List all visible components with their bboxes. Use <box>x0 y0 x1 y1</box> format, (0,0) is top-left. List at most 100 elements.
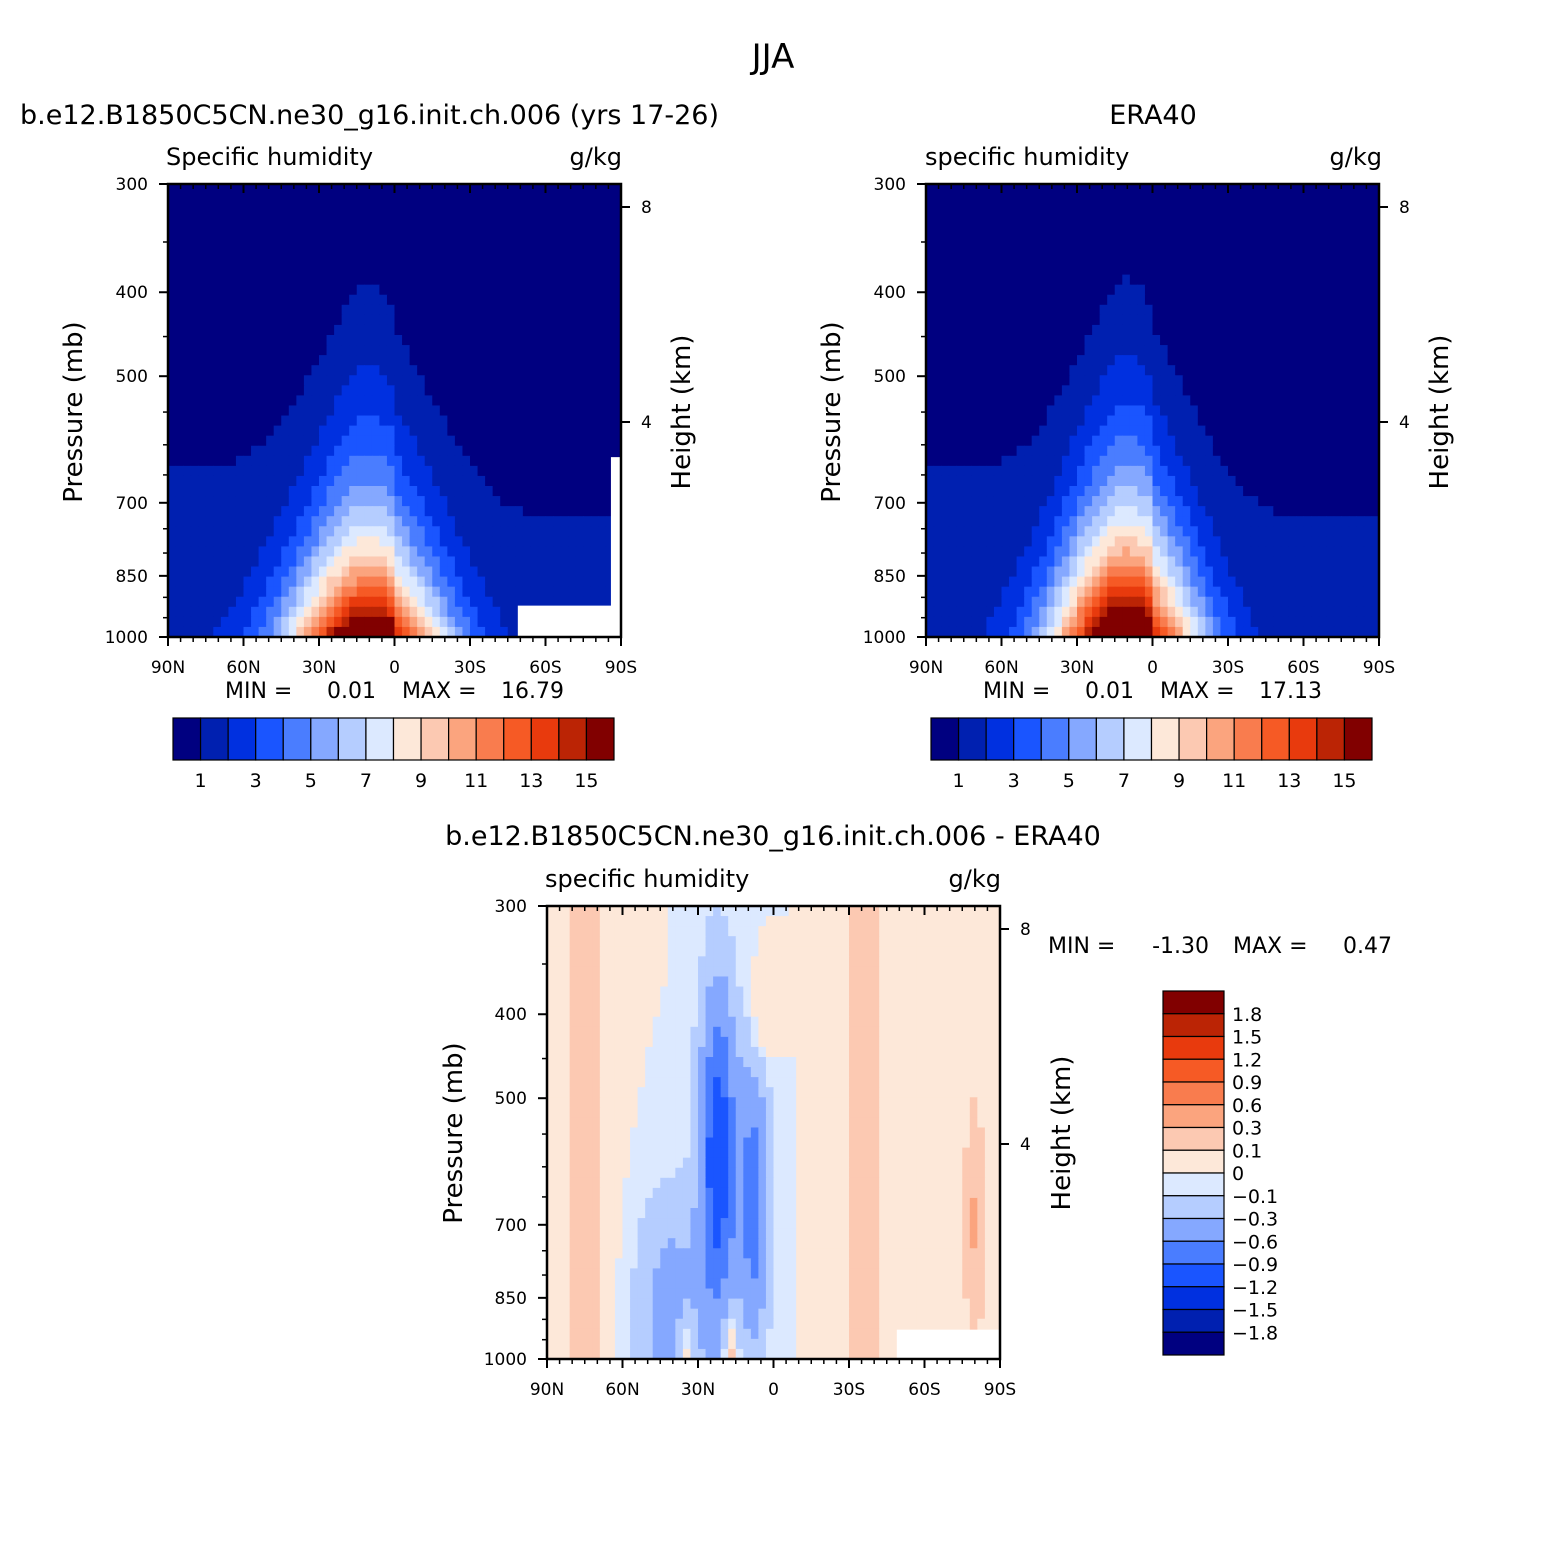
field-cell <box>1318 335 1327 346</box>
field-cell <box>356 304 365 316</box>
field-cell <box>1356 435 1365 447</box>
field-cell <box>1039 385 1048 396</box>
field-cell <box>454 224 464 235</box>
field-cell <box>537 304 547 316</box>
field-cell <box>1046 425 1055 437</box>
field-cell <box>1356 214 1365 225</box>
field-cell <box>1235 405 1244 417</box>
field-cell <box>1077 465 1086 477</box>
field-cell <box>228 335 237 346</box>
field-cell <box>235 184 245 195</box>
field-cell <box>417 556 426 568</box>
field-cell <box>1069 415 1078 427</box>
field-cell <box>926 274 935 286</box>
field-cell <box>432 415 441 427</box>
field-cell <box>168 204 177 215</box>
field-cell <box>613 234 622 245</box>
field-cell <box>1295 194 1305 205</box>
field-cell <box>583 375 592 386</box>
field-cell <box>553 405 562 417</box>
field-cell <box>183 234 192 245</box>
field-cell <box>1099 274 1108 286</box>
field-cell <box>1129 184 1138 195</box>
field-cell <box>1031 435 1040 447</box>
field-cell <box>568 345 577 356</box>
field-cell <box>1039 324 1048 336</box>
field-cell <box>1341 425 1350 437</box>
field-cell <box>545 184 554 195</box>
field-cell <box>1356 486 1365 497</box>
field-cell <box>417 496 426 507</box>
field-cell <box>379 234 388 245</box>
field-cell <box>424 345 433 356</box>
field-cell <box>258 284 267 296</box>
field-cell <box>190 184 199 195</box>
field-cell <box>492 234 501 245</box>
field-cell <box>993 355 1003 366</box>
panel-era40: ERA40 specific humidity g/kg 90N 60N 30N 0 3… <box>817 100 1455 792</box>
field-cell <box>190 556 199 568</box>
field-cell <box>326 234 335 245</box>
field-cell <box>1326 234 1335 245</box>
field-cell <box>1356 405 1365 417</box>
field-cell <box>394 365 403 376</box>
field-cell <box>1273 445 1282 457</box>
field-cell <box>492 335 501 346</box>
field-cell <box>1295 224 1305 235</box>
field-cell <box>175 405 184 417</box>
field-cell <box>993 506 1003 517</box>
field-cell <box>1039 214 1048 225</box>
field-cell <box>1333 345 1342 356</box>
field-cell <box>1031 475 1040 487</box>
field-cell <box>1152 224 1161 235</box>
field-cell <box>402 365 411 376</box>
field-cell <box>470 576 479 588</box>
field-cell <box>1061 536 1071 547</box>
field-cell <box>235 254 245 266</box>
field-cell <box>258 304 267 316</box>
field-cell <box>205 455 214 467</box>
field-cell <box>948 455 957 467</box>
field-cell <box>598 204 607 215</box>
field-cell <box>356 596 365 608</box>
field-cell <box>500 576 509 588</box>
field-cell <box>349 375 358 386</box>
field-cell <box>1235 345 1244 356</box>
field-cell <box>198 435 207 447</box>
field-cell <box>243 566 252 578</box>
field-cell <box>1348 194 1357 205</box>
field-cell <box>477 214 486 225</box>
field-cell <box>364 415 373 427</box>
field-cell <box>926 184 935 195</box>
field-cell <box>1288 335 1297 346</box>
field-cell <box>409 546 418 558</box>
field-cell <box>470 335 479 346</box>
field-cell <box>941 304 950 316</box>
field-cell <box>948 244 957 256</box>
field-cell <box>1122 435 1131 447</box>
field-cell <box>1009 254 1018 266</box>
field-cell <box>235 264 245 276</box>
field-cell <box>183 435 192 447</box>
field-cell <box>251 365 260 376</box>
field-cell <box>1084 234 1093 245</box>
field-cell <box>417 465 426 477</box>
field-cell <box>1016 536 1025 547</box>
field-cell <box>1235 204 1244 215</box>
field-cell <box>1258 385 1267 396</box>
field-cell <box>1288 486 1297 497</box>
field-cell <box>447 586 456 598</box>
field-cell <box>1341 324 1350 336</box>
field-cell <box>1212 324 1222 336</box>
field-cell <box>462 385 471 396</box>
field-cell <box>1046 314 1055 326</box>
field-cell <box>1031 405 1040 417</box>
field-cell <box>926 486 935 497</box>
field-cell <box>281 284 290 296</box>
field-cell <box>978 385 987 396</box>
field-cell <box>522 254 531 266</box>
field-cell <box>530 284 539 296</box>
field-cell <box>485 455 494 467</box>
field-cell <box>1356 254 1365 266</box>
field-cell <box>933 214 942 225</box>
